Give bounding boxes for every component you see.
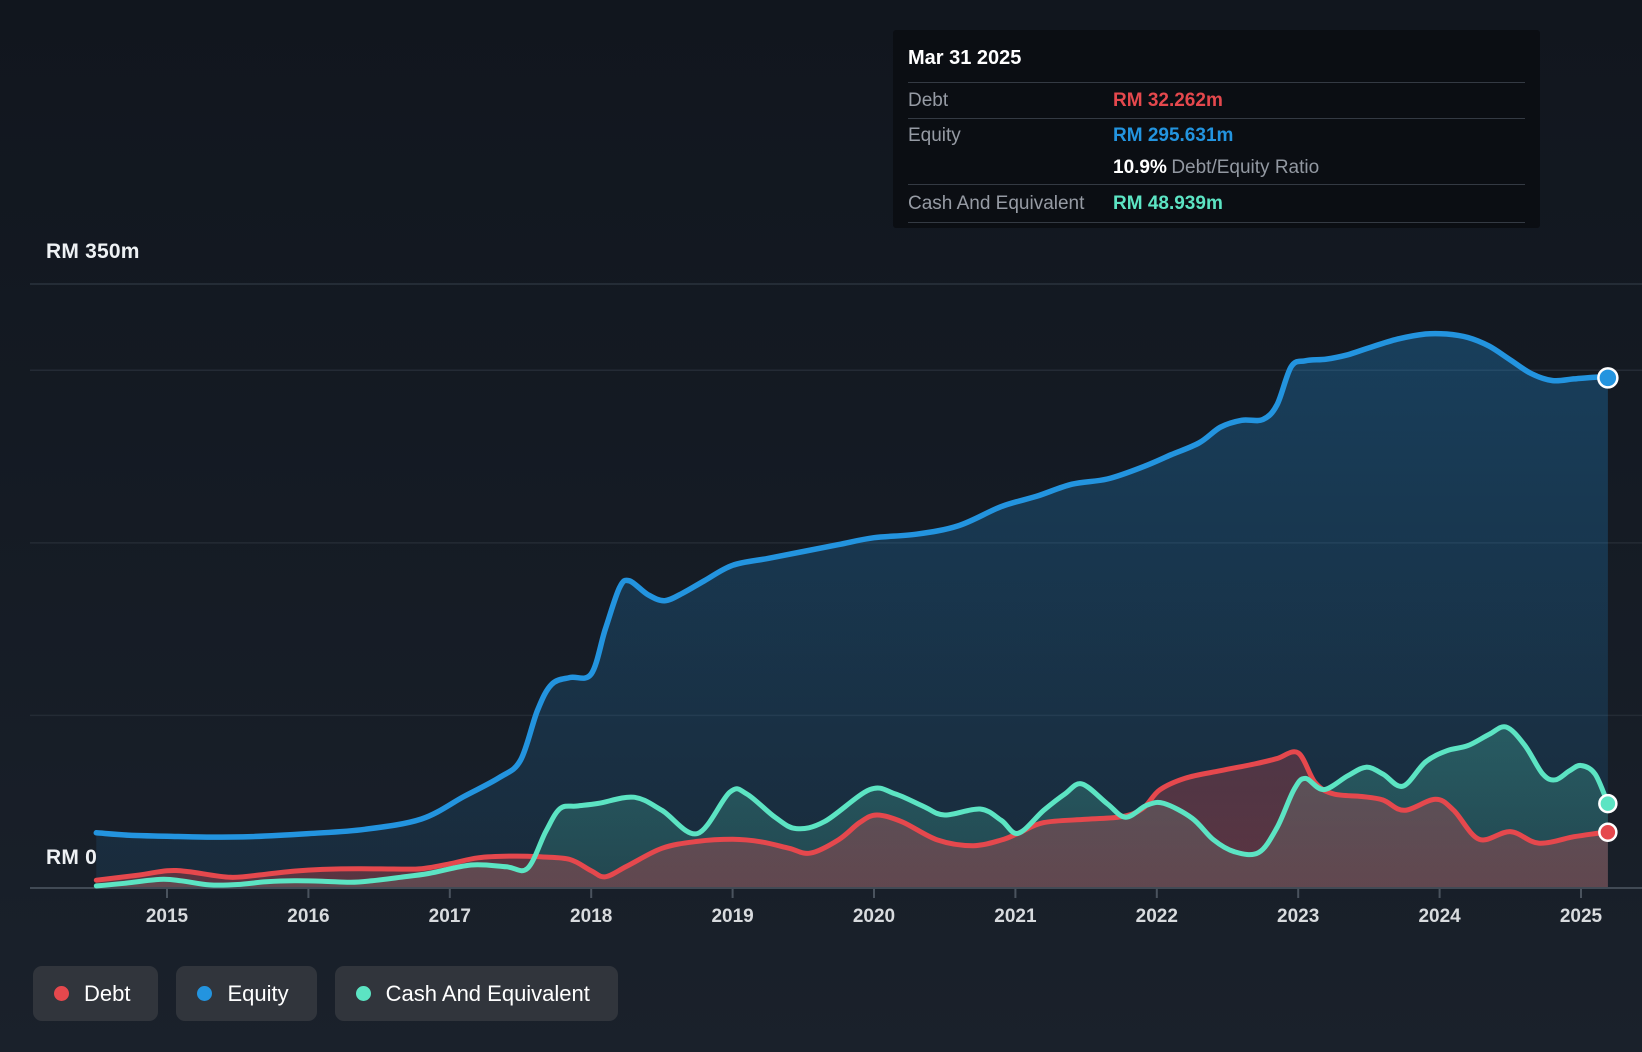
x-tick-label-2025: 2025 bbox=[1560, 906, 1603, 927]
y-axis-zero-label: RM 0 bbox=[46, 846, 97, 870]
tooltip-cash-label: Cash And Equivalent bbox=[908, 193, 1113, 215]
tooltip-equity-label: Equity bbox=[908, 125, 1113, 147]
legend-item-equity[interactable]: Equity bbox=[176, 966, 316, 1021]
legend-item-debt[interactable]: Debt bbox=[33, 966, 158, 1021]
chart-tooltip: Mar 31 2025 Debt RM 32.262m Equity RM 29… bbox=[893, 30, 1540, 228]
legend-item-cash[interactable]: Cash And Equivalent bbox=[335, 966, 618, 1021]
equity-series-dot-icon bbox=[197, 986, 212, 1001]
cash-end-marker bbox=[1599, 795, 1616, 812]
x-tick-label-2020: 2020 bbox=[853, 906, 895, 927]
y-axis-max-label: RM 350m bbox=[46, 240, 140, 264]
tooltip-ratio-row: 10.9% Debt/Equity Ratio bbox=[908, 152, 1525, 184]
equity-end-marker bbox=[1598, 368, 1617, 387]
x-tick-label-2023: 2023 bbox=[1277, 906, 1319, 927]
tooltip-ratio-label: Debt/Equity Ratio bbox=[1171, 157, 1319, 179]
legend-equity-label: Equity bbox=[227, 981, 288, 1007]
tooltip-cash-value: RM 48.939m bbox=[1113, 193, 1223, 215]
tooltip-debt-value: RM 32.262m bbox=[1113, 90, 1223, 112]
x-tick-label-2017: 2017 bbox=[429, 906, 471, 927]
legend-cash-label: Cash And Equivalent bbox=[386, 981, 590, 1007]
debt-series-dot-icon bbox=[54, 986, 69, 1001]
tooltip-equity-value: RM 295.631m bbox=[1113, 125, 1233, 147]
chart-panel: 2015 2016 2017 2018 2019 2020 2021 2022 2023 2024… bbox=[0, 0, 1642, 1052]
cash-series-dot-icon bbox=[356, 986, 371, 1001]
chart-legend: Debt Equity Cash And Equivalent bbox=[33, 966, 618, 1021]
tooltip-ratio-value: 10.9% bbox=[1113, 157, 1167, 179]
tooltip-equity-row: Equity RM 295.631m bbox=[908, 119, 1525, 152]
x-tick-label-2022: 2022 bbox=[1136, 906, 1178, 927]
debt-end-marker bbox=[1599, 824, 1616, 841]
tooltip-cash-row: Cash And Equivalent RM 48.939m bbox=[908, 185, 1525, 222]
x-tick-label-2024: 2024 bbox=[1418, 906, 1461, 927]
x-tick-label-2019: 2019 bbox=[711, 906, 753, 927]
tooltip-debt-label: Debt bbox=[908, 90, 1113, 112]
legend-debt-label: Debt bbox=[84, 981, 130, 1007]
tooltip-date: Mar 31 2025 bbox=[908, 30, 1525, 82]
x-tick-label-2018: 2018 bbox=[570, 906, 612, 927]
tooltip-debt-row: Debt RM 32.262m bbox=[908, 83, 1525, 118]
x-tick-label-2021: 2021 bbox=[994, 906, 1037, 927]
x-tick-label-2015: 2015 bbox=[146, 906, 189, 927]
x-tick-label-2016: 2016 bbox=[287, 906, 329, 927]
